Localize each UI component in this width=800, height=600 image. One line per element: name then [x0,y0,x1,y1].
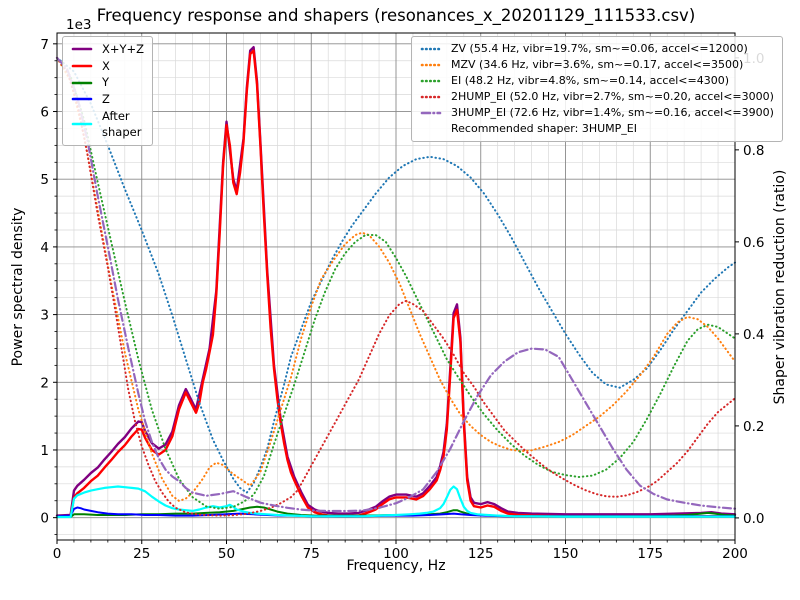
series-xyz [55,46,737,517]
legend-item: EI (48.2 Hz, vibr=4.8%, sm~=0.14, accel<… [418,73,774,89]
tick-label: 5 [40,172,49,188]
legend-line-sample [69,95,95,103]
y-axis-label-right: Shaper vibration reduction (ratio) [772,169,788,405]
series-x [55,49,737,518]
legend-item: X+Y+Z [69,41,144,58]
legend-line-sample [418,93,444,101]
legend-item-label: 3HUMP_EI (72.6 Hz, vibr=1.4%, sm~=0.16, … [451,105,774,119]
tick-label: 3 [40,308,49,324]
tick-label: 1 [40,443,49,459]
legend-line-sample [420,63,442,67]
tick-label: 125 [468,546,494,562]
legend-line-sample [418,77,444,85]
legend-item: X [69,58,144,75]
legend-line-sample [420,95,442,99]
y-axis-label-left: Power spectral density [10,207,26,367]
tick-label: 0.6 [743,235,764,251]
legend-item: 2HUMP_EI (52.0 Hz, vibr=2.7%, sm~=0.20, … [418,89,774,105]
legend-item: 3HUMP_EI (72.6 Hz, vibr=1.4%, sm~=0.16, … [418,105,774,121]
legend-line-sample [69,120,95,128]
recommended-shaper-note: Recommended shaper: 3HUMP_EI [451,121,637,135]
legend-shapers: ZV (55.4 Hz, vibr=19.7%, sm~=0.06, accel… [411,36,783,142]
legend-item-label: EI (48.2 Hz, vibr=4.8%, sm~=0.14, accel<… [451,73,729,87]
legend-line-sample [71,98,93,101]
legend-line-sample [71,81,93,84]
tick-label: 75 [303,546,320,562]
series-3hump_ei [55,56,737,513]
legend-item-label: X [102,58,110,73]
legend-line-sample [69,45,95,53]
tick-label: 50 [218,546,235,562]
legend-line-sample [420,111,442,115]
legend-item-label: Y [102,75,110,90]
tick-label: 4 [40,240,49,256]
legend-line-sample [418,61,444,69]
series-zv [56,56,736,494]
legend-line-sample [420,79,442,83]
y-axis-offset-text: 1e3 [66,17,92,33]
legend-item: After shaper [69,108,144,141]
legend-line-sample [418,109,444,117]
legend-item-label: ZV (55.4 Hz, vibr=19.7%, sm~=0.06, accel… [451,42,748,55]
tick-label: 0 [53,546,62,562]
legend-item: Z [69,91,144,108]
legend-item: Y [69,74,144,91]
tick-label: 2 [40,375,49,391]
legend-item-label: After shaper [102,108,142,140]
tick-label: 0.4 [743,327,764,343]
tick-label: 200 [722,546,748,562]
legend-item: ZV (55.4 Hz, vibr=19.7%, sm~=0.06, accel… [418,41,774,57]
tick-label: 0 [40,511,49,527]
x-axis-label: Frequency, Hz [346,558,446,574]
tick-label: 6 [40,105,49,121]
tick-label: 0.8 [743,143,764,159]
legend-psd: X+Y+Z X Y Z After shaper [62,36,154,147]
legend-item-label: X+Y+Z [102,42,145,56]
tick-label: 25 [133,546,150,562]
legend-line-sample [71,48,93,51]
tick-label: 150 [553,546,579,562]
tick-label: 0.2 [743,419,764,435]
series-after_shaper [55,485,737,519]
legend-line-sample [71,123,93,126]
legend-line-sample [69,79,95,87]
legend-item-label: MZV (34.6 Hz, vibr=3.6%, sm~=0.17, accel… [451,57,744,71]
legend-item: MZV (34.6 Hz, vibr=3.6%, sm~=0.17, accel… [418,57,774,73]
tick-label: 7 [40,37,49,53]
tick-label: 0.0 [743,511,764,527]
tick-label: 175 [637,546,663,562]
legend-line-sample [420,47,442,51]
chart-title: Frequency response and shapers (resonanc… [96,6,696,25]
tick-label: 100 [383,546,409,562]
legend-line-sample [69,62,95,70]
legend-line-sample [418,45,444,53]
series-2hump_ei [56,56,736,517]
legend-line-sample [71,64,93,68]
legend-item-label: Z [102,92,110,107]
series-mzv [56,56,736,502]
legend-item-label: 2HUMP_EI (52.0 Hz, vibr=2.7%, sm~=0.20, … [451,89,774,103]
